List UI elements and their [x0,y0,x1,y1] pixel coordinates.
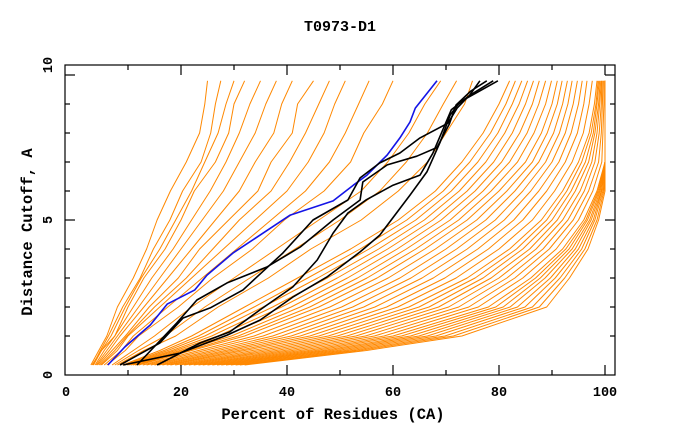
model-curve [126,80,523,366]
model-curve [162,80,588,366]
y-tick-labels: 0 5 10 [42,57,57,379]
model-curve [92,80,222,366]
model-curve [150,80,573,366]
model-curve [184,80,601,366]
x-tick-label: 60 [385,386,401,401]
model-curve [142,80,563,366]
y-axis-title: Distance Cutoff, A [19,148,37,316]
model-curve [98,80,314,366]
model-curve [179,80,600,366]
model-curve [154,80,578,366]
x-tick-label: 20 [173,386,189,401]
x-tick-label: 0 [62,386,70,401]
x-tick-labels: 0 20 40 60 80 100 [62,386,617,401]
y-tick-label: 10 [42,57,57,73]
model-curve [198,80,604,366]
highlighted-model-curve [136,80,488,366]
model-curve [95,80,277,366]
model-curve [93,80,246,366]
model-curve [122,80,511,366]
axis-ticks [65,65,615,375]
model-curves [90,80,606,366]
highlighted-model-curve [156,80,494,366]
model-curve [124,80,516,366]
best-model-curve-group [107,80,438,366]
x-tick-label: 40 [279,386,295,401]
model-curve [101,80,346,366]
model-curve [128,80,529,366]
chart-title: T0973-D1 [304,19,376,36]
model-curve [117,80,473,366]
y-tick-label: 0 [42,371,57,379]
model-curve [111,80,442,366]
model-curve [94,80,261,366]
highlighted-model-curves [119,80,499,366]
model-curve [225,80,606,366]
highlighted-model-curve [123,80,499,366]
model-curve [106,80,394,366]
model-curve [114,80,458,366]
y-tick-label: 5 [42,216,57,224]
model-curve [202,80,605,366]
model-curve [138,80,558,366]
x-axis-title: Percent of Residues (CA) [221,406,444,424]
model-curve [158,80,583,366]
model-curve [146,80,568,366]
model-curve [90,80,208,366]
x-tick-label: 100 [593,386,617,401]
model-curve [193,80,603,366]
model-curve [96,80,293,366]
model-curve [134,80,547,366]
model-curve [100,80,330,366]
model-curve [188,80,602,366]
model-curve [170,80,598,366]
model-curve [103,80,370,366]
model-curve [166,80,593,366]
model-curve [175,80,599,366]
x-tick-label: 80 [491,386,507,401]
model-curve [136,80,552,366]
model-curve [91,80,235,366]
model-curve [244,80,606,366]
best-model-curve [107,80,438,366]
